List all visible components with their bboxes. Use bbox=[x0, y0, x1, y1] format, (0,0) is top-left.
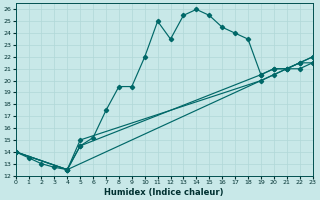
X-axis label: Humidex (Indice chaleur): Humidex (Indice chaleur) bbox=[104, 188, 224, 197]
